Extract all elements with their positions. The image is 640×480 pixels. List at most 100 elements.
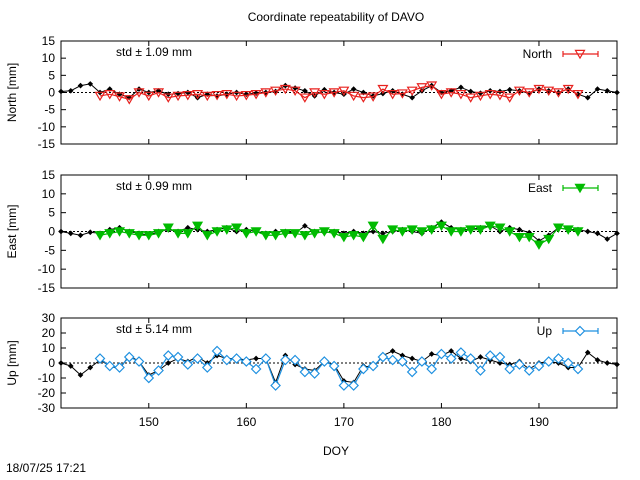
up-series-point [514,359,525,370]
east-series-point [572,227,584,237]
east-series-point [192,221,204,232]
north-series-point [279,84,291,95]
up-series-point [94,353,106,364]
x-tick-label: 190 [529,415,549,429]
up-series-point [504,363,516,375]
up-series-point [162,350,174,361]
east-reference-point [614,230,620,237]
north-series-point [260,88,272,98]
east-reference-point [67,230,74,237]
up-reference-point [77,372,84,378]
up-series-point [192,353,203,364]
x-tick-label: 180 [431,415,451,429]
east-series-point [533,240,545,250]
up-series-point [406,366,418,378]
east-series-point [474,225,486,235]
up-reference-point [389,348,396,354]
north-series-point [465,93,477,103]
up-reference-point [477,354,484,360]
north-series-point [221,90,233,100]
up-reference-point [253,355,259,362]
east-reference-point [184,224,191,231]
north-reference-point [594,86,601,92]
x-tick-label: 170 [334,415,354,429]
up-series-point [250,363,262,375]
up-series-point [240,356,252,367]
up-series-point [455,347,467,358]
north-reference-point [350,86,357,92]
north-series-point [552,88,565,98]
north-series-point [201,91,213,102]
up-y-tick-label: -10 [38,371,56,385]
east-reference-point [370,228,376,235]
up-series-point [299,366,311,378]
up-legend-marker [574,325,586,337]
up-reference-point [614,361,620,368]
east-series-point [562,225,574,235]
east-reference-line [60,221,618,242]
up-series-point [436,348,447,360]
east-series-point [221,225,233,235]
panel-north: -15 -10 -5 0 5 10 15 North [mm] std ± 1.09 mm Nor… [5,34,620,151]
up-series-point [123,351,135,363]
north-series-point [387,90,399,100]
north-series-point [162,93,174,103]
x-tick-label: 150 [139,415,159,429]
north-series-point [416,83,428,93]
east-series-point [152,229,165,239]
east-series-point [387,225,399,235]
north-series-point [543,86,555,97]
up-series-point [416,356,428,367]
up-series-point [309,368,320,379]
north-series-point [474,91,486,102]
east-reference-point [58,228,64,235]
north-reference-point [67,87,74,94]
east-y-tick-label: -15 [38,281,56,295]
east-y-tick-label: 15 [42,168,56,182]
up-series-point [475,365,486,376]
east-y-tick-label: 0 [48,225,55,239]
up-series-point [494,351,506,363]
up-series-point [523,365,535,376]
east-series-point [348,231,360,241]
up-series-point [201,362,213,373]
north-series-point [406,86,418,97]
north-series-point [289,86,301,97]
east-series-point [445,227,457,237]
up-series-point [270,380,281,391]
north-reference-point [584,94,591,101]
east-series-point [231,223,243,233]
north-y-axis-label: North [mm] [5,63,19,122]
up-series-point [104,360,116,372]
up-reference-line [60,350,618,384]
north-series-point [309,88,321,98]
north-series-point [172,91,184,102]
east-series-point [552,223,565,233]
east-series-point [426,225,438,235]
north-std-label: std ± 1.09 mm [116,45,192,59]
north-series-line [99,84,579,101]
up-reference-point [87,364,94,371]
east-series-point [416,227,428,237]
north-series-point [270,86,282,97]
east-series-point [455,227,467,237]
up-reference-point [458,355,464,362]
east-series-point [260,231,272,241]
east-series-point [367,221,379,232]
east-series-point [172,229,184,239]
up-reference-point [584,349,591,356]
up-legend-label: Up [537,324,553,338]
east-y-tick-label: 10 [42,187,56,201]
east-series-point [289,229,301,239]
east-series-point [513,232,526,243]
east-y-tick-label: 5 [48,206,55,220]
up-series-point [387,354,398,366]
east-series-point [406,225,418,235]
up-reference-point [428,351,435,357]
up-series-point [153,365,164,376]
up-series-point [182,359,194,370]
east-legend-label: East [528,181,553,195]
up-reference-point [604,360,611,366]
up-reference-point [409,355,415,362]
